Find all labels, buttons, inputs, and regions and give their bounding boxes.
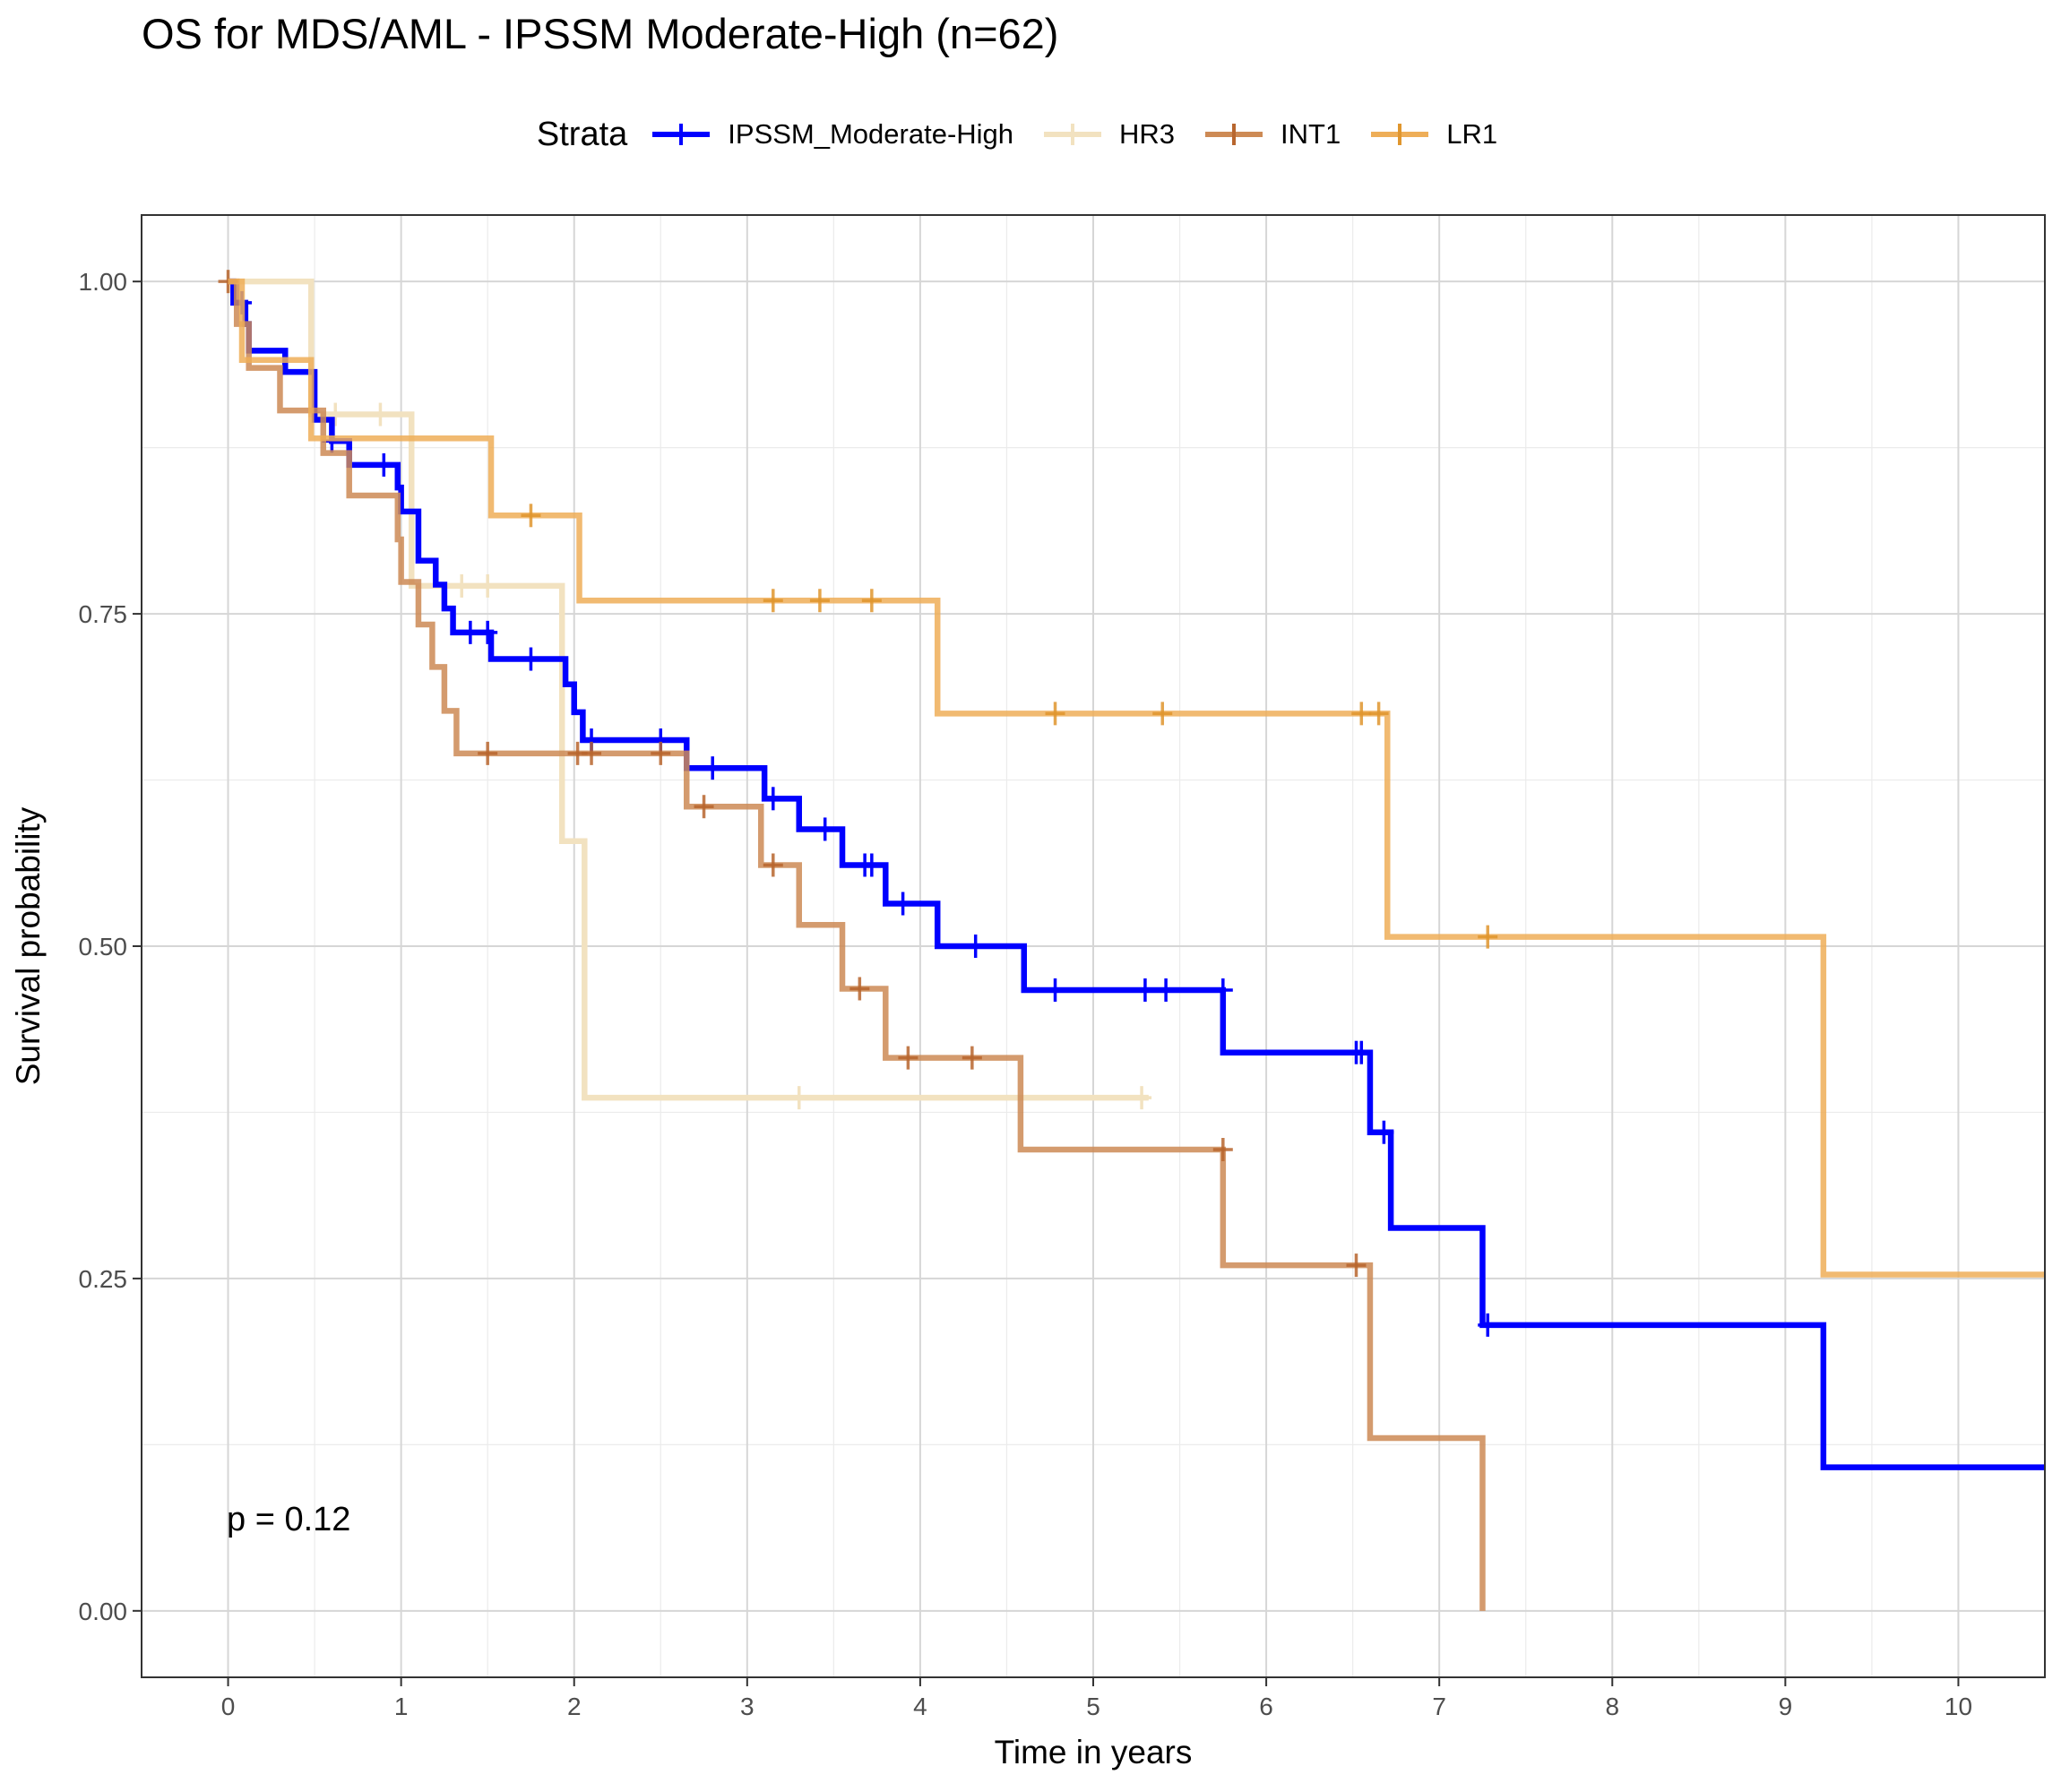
legend-key-int1 [1205,124,1263,145]
x-tick-label: 6 [1259,1693,1273,1720]
y-tick-label: 0.50 [79,933,128,961]
y-tick-label: 0.25 [79,1265,128,1293]
legend-item-lr1: LR1 [1367,115,1497,154]
y-tick-label: 0.75 [79,600,128,628]
x-tick-label: 10 [1945,1693,1972,1720]
survival-curve-lr1 [228,278,2045,1278]
y-axis-title: Survival probability [10,806,47,1085]
legend-item-int1: INT1 [1202,115,1341,154]
legend: Strata IPSSM_Moderate-High HR3 INT1 LR1 [0,108,2061,161]
x-axis-title: Time in years [995,1734,1193,1770]
x-tick-label: 3 [740,1693,755,1720]
p-value-annotation: p = 0.12 [227,1501,351,1538]
x-tick-label: 8 [1605,1693,1619,1720]
x-tick-label: 7 [1432,1693,1446,1720]
legend-label-ipssm: IPSSM_Moderate-High [728,118,1014,150]
legend-item-ipssm: IPSSM_Moderate-High [649,115,1013,154]
legend-label-int1: INT1 [1281,118,1341,150]
legend-key-ipssm [652,124,711,145]
x-tick-label: 1 [394,1693,409,1720]
legend-key-lr1 [1371,124,1429,145]
legend-title: Strata [536,115,628,153]
y-tick-label: 0.00 [79,1598,128,1625]
legend-label-lr1: LR1 [1446,118,1498,150]
legend-key-hr3 [1044,124,1102,145]
legend-label-hr3: HR3 [1119,118,1176,150]
legend-item-hr3: HR3 [1040,115,1175,154]
x-tick-label: 5 [1086,1693,1100,1720]
plot-border [141,214,2046,1678]
x-tick-label: 2 [567,1693,582,1720]
y-tick-label: 1.00 [79,268,128,296]
x-tick-label: 0 [221,1693,236,1720]
x-tick-label: 4 [913,1693,927,1720]
x-tick-label: 9 [1779,1693,1793,1720]
chart-title: OS for MDS/AML - IPSSM Moderate-High (n=… [142,10,1059,57]
